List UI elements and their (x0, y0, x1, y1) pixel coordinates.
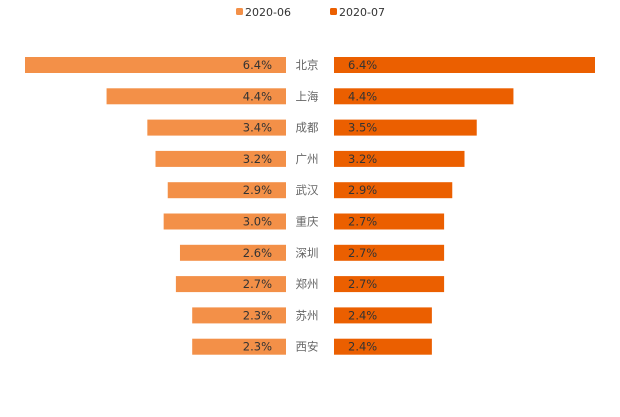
data-label-2020-06-10: 2.3% (243, 340, 272, 354)
bar-2020-06-3[interactable] (147, 119, 286, 136)
bar-2020-07-2[interactable] (334, 88, 514, 105)
data-label-2020-07-6: 2.7% (348, 215, 377, 229)
category-label-4: 广州 (296, 152, 319, 166)
data-label-2020-06-8: 2.7% (243, 277, 272, 291)
bar-2020-06-4[interactable] (155, 150, 287, 167)
bar-2020-07-4[interactable] (334, 150, 465, 167)
data-label-2020-06-5: 2.9% (243, 183, 272, 197)
bar-2020-07-10[interactable] (334, 338, 432, 355)
bar-2020-07-3[interactable] (334, 119, 477, 136)
bar-2020-07-6[interactable] (334, 213, 445, 230)
category-label-2: 上海 (296, 89, 319, 103)
data-label-2020-07-5: 2.9% (348, 183, 377, 197)
legend-label-2[interactable]: 2020-07 (339, 6, 385, 19)
data-label-2020-06-7: 2.6% (243, 246, 272, 260)
data-label-2020-07-8: 2.7% (348, 277, 377, 291)
category-label-8: 郑州 (296, 277, 319, 291)
data-label-2020-07-9: 2.4% (348, 308, 377, 322)
category-label-7: 深圳 (296, 246, 319, 260)
bar-2020-07-5[interactable] (334, 182, 453, 199)
legend-swatch-2[interactable] (330, 8, 337, 15)
series-2020-07-bars: 6.4% 4.4% 3.5% 3.2% 2.9% 2.7% 2.7% 2.7% 2.4% 2.4% (334, 57, 595, 355)
data-label-2020-06-2: 4.4% (243, 89, 272, 103)
legend-label-1[interactable]: 2020-06 (245, 6, 291, 19)
bar-2020-06-5[interactable] (167, 182, 286, 199)
bar-2020-06-2[interactable] (106, 88, 286, 105)
bar-2020-06-9[interactable] (192, 307, 286, 324)
category-label-1: 北京 (296, 58, 319, 72)
series-2020-06-bars: 6.4% 4.4% 3.4% 3.2% 2.9% 3.0% 2.6% 2.7% 2.3% 2.3% (25, 57, 286, 355)
data-label-2020-07-1: 6.4% (348, 58, 377, 72)
data-label-2020-07-4: 3.2% (348, 152, 377, 166)
bar-2020-06-6[interactable] (163, 213, 286, 230)
bar-2020-06-7[interactable] (179, 244, 286, 261)
data-label-2020-07-3: 3.5% (348, 121, 377, 135)
data-label-2020-06-9: 2.3% (243, 308, 272, 322)
category-label-6: 重庆 (296, 215, 319, 229)
data-label-2020-07-10: 2.4% (348, 340, 377, 354)
bar-2020-07-9[interactable] (334, 307, 432, 324)
category-label-3: 成都 (296, 121, 319, 135)
legend-swatch-1[interactable] (236, 8, 243, 15)
category-label-9: 苏州 (296, 308, 319, 322)
category-label-5: 武汉 (296, 183, 319, 197)
bar-2020-06-8[interactable] (175, 276, 286, 293)
data-label-2020-06-3: 3.4% (243, 121, 272, 135)
data-label-2020-07-7: 2.7% (348, 246, 377, 260)
category-label-10: 西安 (296, 340, 319, 354)
bar-2020-07-8[interactable] (334, 276, 445, 293)
data-label-2020-06-6: 3.0% (243, 215, 272, 229)
data-label-2020-07-2: 4.4% (348, 89, 377, 103)
legend: 2020-06 2020-07 (236, 6, 385, 19)
bar-2020-06-1[interactable] (25, 57, 286, 73)
data-label-2020-06-1: 6.4% (243, 58, 272, 72)
data-label-2020-06-4: 3.2% (243, 152, 272, 166)
bar-2020-07-7[interactable] (334, 244, 445, 261)
bar-2020-06-10[interactable] (192, 338, 286, 355)
bar-2020-07-1[interactable] (334, 57, 595, 73)
